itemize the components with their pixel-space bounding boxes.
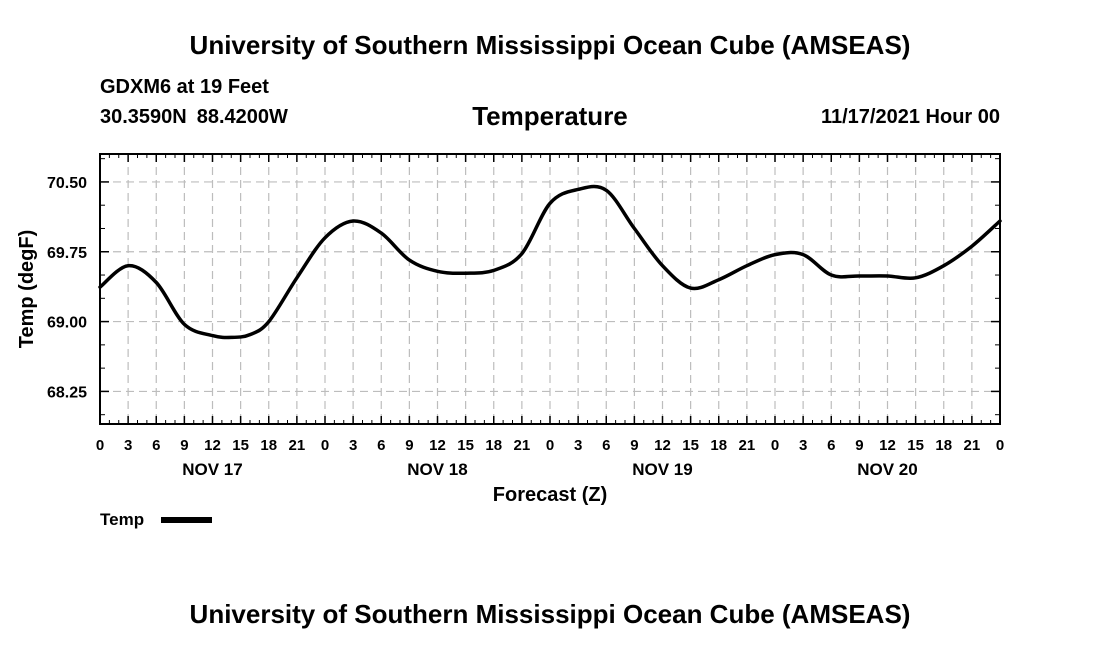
x-tick-label: 0 (996, 437, 1004, 454)
x-tick-label: 3 (574, 437, 582, 454)
temp-series-line (98, 184, 1002, 340)
x-tick-label: 0 (771, 437, 779, 454)
x-tick-label: 12 (654, 437, 671, 454)
y-tick-label: 69.00 (47, 315, 87, 332)
x-tick-label: 6 (827, 437, 835, 454)
legend-label: Temp (100, 510, 144, 529)
x-tick-label: 9 (405, 437, 413, 454)
footer-title: University of Southern Mississippi Ocean… (189, 599, 911, 629)
x-tick-label: 18 (935, 437, 952, 454)
x-tick-label: 21 (964, 437, 981, 454)
x-tick-label: 12 (429, 437, 446, 454)
x-tick-label: 6 (602, 437, 610, 454)
x-tick-label: 21 (289, 437, 306, 454)
x-tick-label: 18 (485, 437, 502, 454)
x-axis-title: Forecast (Z) (493, 484, 607, 506)
x-tick-label: 12 (879, 437, 896, 454)
x-tick-label: 0 (321, 437, 329, 454)
run-info: 11/17/2021 Hour 00 (820, 106, 1000, 128)
x-tick-label: 9 (855, 437, 863, 454)
x-tick-label: 0 (96, 437, 104, 454)
y-tick-label: 68.25 (47, 384, 87, 401)
axis-ticks (99, 154, 1001, 424)
longitude: 88.4200W (196, 106, 288, 128)
x-tick-label: 9 (180, 437, 188, 454)
y-tick-label: 69.75 (47, 245, 87, 262)
x-tick-label: 9 (630, 437, 638, 454)
x-tick-label: 15 (682, 437, 699, 454)
axis-labels: 0 3 6 9 12 15 18 21 0 3 6 9 12 15 18 21 0 3 6 9 12 15 18 21 0 3 6 9… (47, 175, 1004, 479)
x-tick-label: 12 (204, 437, 221, 454)
x-tick-label: 3 (349, 437, 357, 454)
x-tick-label: 6 (152, 437, 160, 454)
coordinates: 30.3590N 88.4200W (100, 106, 288, 129)
day-label: NOV 18 (407, 460, 467, 479)
x-tick-label: 15 (907, 437, 924, 454)
station-label: GDXM6 at 19 Feet (100, 76, 269, 98)
x-tick-label: 0 (546, 437, 554, 454)
latitude: 30.3590N (100, 106, 187, 128)
x-tick-label: 15 (232, 437, 249, 454)
x-tick-label: 18 (260, 437, 277, 454)
chart-title: Temperature (472, 101, 628, 131)
x-tick-label: 3 (799, 437, 807, 454)
x-tick-label: 3 (124, 437, 132, 454)
day-label: NOV 20 (857, 460, 917, 479)
y-axis-title: Temp (degF) (16, 230, 38, 349)
x-tick-label: 21 (739, 437, 756, 454)
day-label: NOV 17 (182, 460, 242, 479)
x-tick-label: 18 (710, 437, 727, 454)
x-tick-label: 21 (514, 437, 531, 454)
x-tick-label: 6 (377, 437, 385, 454)
y-tick-label: 70.50 (47, 175, 87, 192)
x-tick-label: 15 (457, 437, 474, 454)
main-title: University of Southern Mississippi Ocean… (189, 30, 911, 60)
grid (100, 154, 1000, 424)
day-label: NOV 19 (632, 460, 692, 479)
